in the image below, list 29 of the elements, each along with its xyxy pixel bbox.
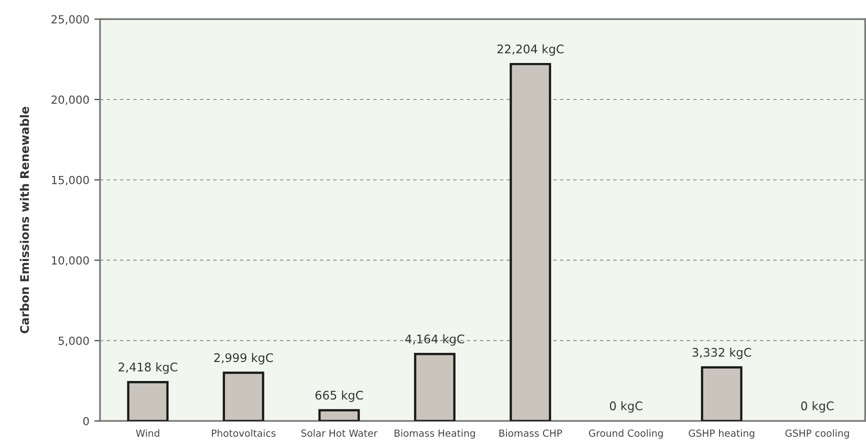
y-tick-label: 20,000 [52,95,89,106]
x-tick-label: GSHP cooling [785,429,849,439]
x-tick-label: Biomass CHP [499,429,562,437]
y-axis-title: Carbon Emissions with Renewable [20,106,29,334]
bar [414,352,456,421]
x-tick-label: Photovoltaics [212,429,276,437]
x-tick-label: GSHP heating [688,429,754,439]
data-label: 0 kgC [801,401,834,413]
x-tick-label: Wind [136,429,160,437]
data-label: 22,204 kgC [497,44,564,56]
x-tick-label: Ground Cooling [588,429,663,439]
bar [318,409,360,421]
y-tick-label: 5,000 [58,336,89,346]
data-label: 665 kgC [316,390,363,402]
y-tick-label: 10,000 [52,256,89,266]
data-label: 3,332 kgC [692,348,752,360]
bar [222,372,264,421]
bar [510,62,552,421]
data-label: 0 kgC [610,401,642,413]
x-tick-label: Biomass Heating [394,429,475,439]
bar [127,380,169,421]
bar [700,366,742,421]
data-label: 2,418 kgC [118,362,178,374]
y-tick-label: 0 [83,416,89,426]
data-label: 2,999 kgC [214,353,273,364]
x-tick-label: Solar Hot Water [301,429,378,437]
y-tick-label: 15,000 [52,176,89,186]
data-label: 4,164 kgC [405,334,464,346]
y-tick-label: 25,000 [52,15,89,25]
